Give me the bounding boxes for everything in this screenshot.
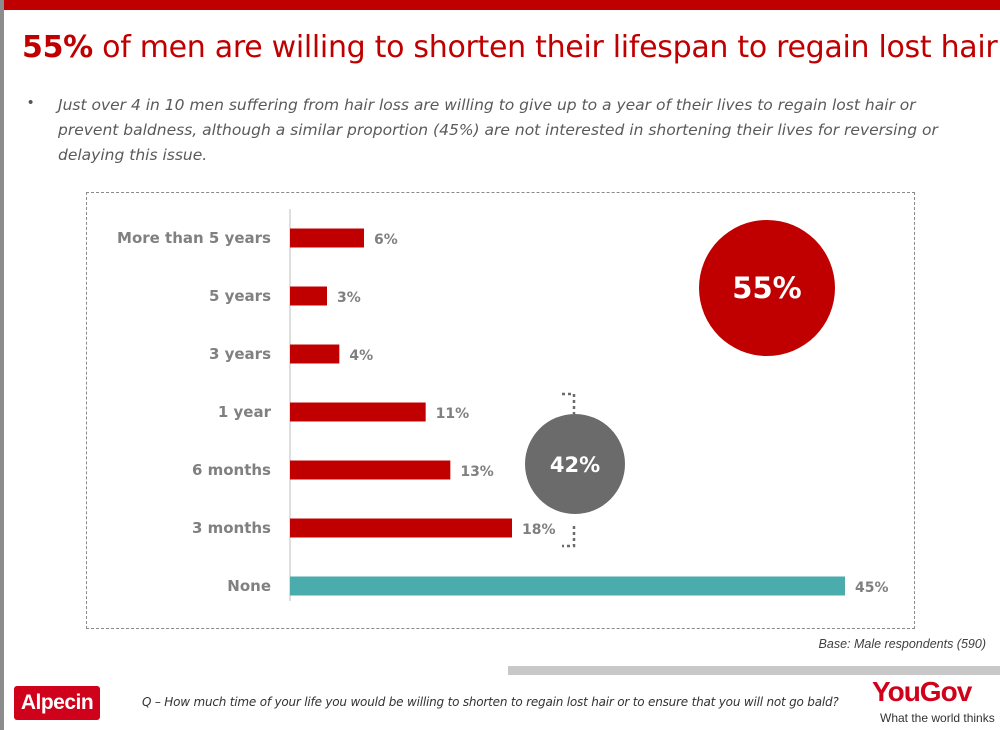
category-label: More than 5 years [117,229,271,247]
category-label: 3 months [192,519,271,537]
circle-label-42: 42% [550,453,600,477]
category-label: 6 months [192,461,271,479]
bar [290,344,340,364]
highlight-circle-42 [525,414,625,514]
title-highlight: 55% [22,30,93,65]
bar [290,576,845,596]
bullet-marker: • [28,94,34,111]
value-label: 4% [349,348,373,364]
bar [290,402,426,422]
survey-question: Q – How much time of your life you would… [142,695,839,709]
category-label: 3 years [209,345,271,363]
bar [290,460,451,480]
bracket [562,392,576,548]
category-label: 1 year [218,403,272,421]
summary-bullet: Just over 4 in 10 men suffering from hai… [58,96,938,164]
value-label: 13% [460,464,494,480]
alpecin-logo: Alpecin [14,686,100,720]
top-accent-bar [0,0,1000,10]
bar [290,286,327,306]
highlight-circle-55 [699,220,835,356]
circle-label-55: 55% [732,271,801,305]
yougov-logo: YouGov [872,676,972,707]
category-label: 5 years [209,287,271,305]
category-label: None [227,577,271,595]
value-label: 6% [374,232,398,248]
bar [290,228,364,248]
yougov-tagline: What the world thinks [880,711,995,725]
chart-frame: More than 5 years 6% 5 years 3% 3 years 4% 1 y… [86,192,915,629]
footer-divider [508,666,1000,675]
bar-chart: More than 5 years 6% 5 years 3% 3 years 4% 1 y… [117,209,889,601]
value-label: 18% [522,522,556,538]
page-title: 55% of men are willing to shorten their … [22,30,1000,65]
value-label: 3% [337,290,361,306]
value-label: 45% [855,580,889,596]
left-edge-border [0,0,4,730]
value-label: 11% [436,406,470,422]
bar [290,518,512,538]
title-rest: of men are willing to shorten their life… [92,30,1000,65]
base-note: Base: Male respondents (590) [818,637,986,651]
